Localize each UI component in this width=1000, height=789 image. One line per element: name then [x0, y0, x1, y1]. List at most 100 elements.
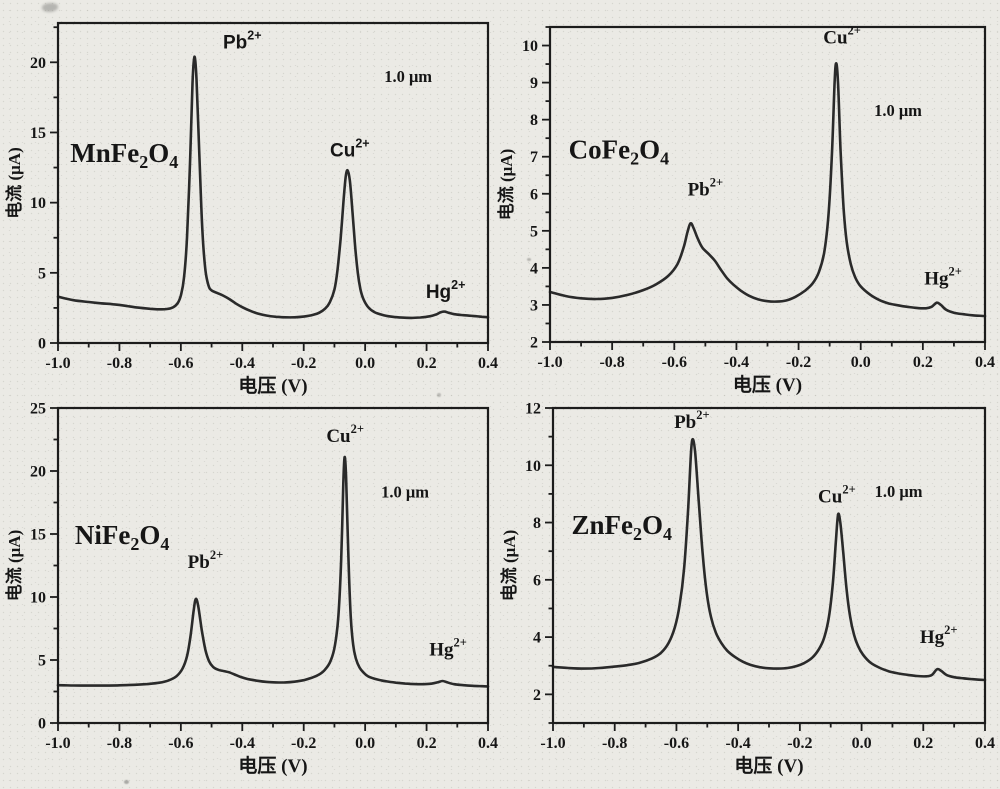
material-label-cofe2o4: CoFe2O4: [569, 135, 669, 169]
panel-nife2o4: -1.0 -0.8 -0.6 -0.4 -0.2 0.0 0.2 0.4 0 5 10 15 20 25 电…: [4, 401, 498, 778]
y-tick-label: 10: [525, 458, 541, 475]
y-tick-label: 10: [30, 590, 46, 607]
y-tick-label: 2: [533, 687, 541, 704]
x-tick-label: 0.0: [355, 355, 375, 372]
x-tick-label: -0.2: [786, 354, 811, 371]
y-tick-label: 4: [530, 260, 538, 277]
material-label-nife2o4: NiFe2O4: [75, 520, 169, 554]
size-annotation: 1.0 μm: [874, 101, 922, 120]
ion-label: Hg2+: [920, 623, 958, 648]
x-tick-label: -0.6: [664, 735, 689, 752]
x-tick-label: -0.2: [291, 355, 316, 372]
signal-curve-znfe2o4: [551, 437, 987, 682]
ion-label: Cu2+: [823, 24, 861, 49]
x-tick-label: -0.2: [291, 735, 316, 752]
y-tick-label: 6: [533, 572, 541, 589]
x-tick-label: -0.8: [602, 735, 627, 752]
material-label-mnfe2o4: MnFe2O4: [70, 138, 178, 172]
y-tick-label: 2: [530, 335, 538, 352]
y-tick-label: 12: [525, 401, 541, 418]
x-tick-label: -1.0: [540, 735, 565, 752]
x-tick-label: 0.4: [478, 355, 498, 372]
axis-ticks: [542, 26, 986, 350]
x-tick-label: -0.4: [725, 735, 750, 752]
x-tick-label: 0.2: [913, 735, 933, 752]
y-tick-label: 3: [530, 297, 538, 314]
x-tick-label: -0.8: [599, 354, 624, 371]
y-tick-label: 5: [38, 265, 46, 282]
x-tick-label: 0.2: [913, 354, 933, 371]
x-tick-label: 0.4: [975, 354, 995, 371]
y-tick-label: 6: [530, 186, 538, 203]
ion-label: Hg2+: [426, 278, 466, 303]
signal-curve-nife2o4: [56, 455, 490, 688]
ion-label: Pb2+: [688, 176, 724, 201]
x-tick-label: -0.8: [107, 355, 132, 372]
y-tick-label: 20: [30, 55, 46, 72]
y-tick-label: 10: [522, 38, 538, 55]
size-annotation: 1.0 μm: [875, 482, 923, 501]
y-tick-label: 10: [30, 195, 46, 212]
x-axis-label: 电压 (V): [238, 754, 307, 777]
x-tick-label: -0.4: [230, 355, 255, 372]
x-tick-label: 0.2: [417, 735, 437, 752]
x-tick-label: 0.0: [355, 735, 375, 752]
panel-cofe2o4: -1.0 -0.8 -0.6 -0.4 -0.2 0.0 0.2 0.4 2 3 4 5 6 7 8 9 10 电…: [496, 24, 995, 396]
x-tick-label: 0.0: [852, 735, 872, 752]
axes-frame: [56, 406, 490, 725]
size-annotation: 1.0 μm: [381, 482, 429, 501]
ion-label: Pb2+: [223, 28, 262, 53]
x-tick-label: 0.4: [478, 735, 498, 752]
y-tick-label: 0: [38, 336, 46, 353]
x-tick-label: -0.2: [787, 735, 812, 752]
ion-label: Cu2+: [818, 483, 856, 508]
axis-ticks: [50, 407, 489, 731]
x-tick-label: -0.6: [168, 735, 193, 752]
panel-znfe2o4: -1.0 -0.8 -0.6 -0.4 -0.2 0.0 0.2 0.4 2 4 6 8 10 12 电压 …: [499, 401, 995, 778]
x-tick-label: 0.0: [851, 354, 871, 371]
x-tick-label: -1.0: [45, 735, 70, 752]
y-tick-label: 20: [30, 464, 46, 481]
x-tick-label: -1.0: [537, 354, 562, 371]
x-tick-label: -0.4: [724, 354, 749, 371]
y-tick-label: 15: [30, 527, 46, 544]
axis-ticks: [50, 26, 489, 351]
x-axis-label: 电压 (V): [734, 754, 803, 777]
y-axis-label: 电流 (μA): [4, 147, 24, 219]
y-axis-label: 电流 (μA): [496, 149, 516, 221]
ion-label: Cu2+: [326, 422, 364, 447]
y-tick-label: 5: [530, 223, 538, 240]
y-tick-label: 7: [530, 149, 538, 166]
y-axis-label: 电流 (μA): [4, 530, 24, 602]
y-tick-label: 8: [530, 112, 538, 129]
x-tick-label: 0.2: [417, 355, 437, 372]
y-tick-label: 8: [533, 515, 541, 532]
y-axis-label: 电流 (μA): [499, 530, 519, 602]
material-label-znfe2o4: ZnFe2O4: [572, 510, 673, 544]
x-tick-label: -1.0: [45, 355, 70, 372]
y-tick-label: 15: [30, 125, 46, 142]
y-tick-label: 25: [30, 401, 46, 418]
y-tick-label: 9: [530, 75, 538, 92]
ion-label: Pb2+: [674, 408, 710, 433]
y-tick-label: 0: [38, 716, 46, 733]
axes-frame: [548, 25, 987, 344]
size-annotation: 1.0 μm: [384, 67, 432, 86]
ion-label: Cu2+: [330, 136, 370, 161]
ion-label: Pb2+: [188, 548, 224, 573]
signal-curve-cofe2o4: [548, 62, 987, 318]
panel-mnfe2o4: -1.0 -0.8 -0.6 -0.4 -0.2 0.0 0.2 0.4 0 5 10 15 20 电压 …: [4, 21, 498, 397]
x-tick-label: -0.8: [107, 735, 132, 752]
x-axis-label: 电压 (V): [238, 374, 307, 397]
x-tick-label: -0.6: [168, 355, 193, 372]
y-tick-label: 4: [533, 630, 541, 647]
x-tick-label: -0.6: [662, 354, 687, 371]
axis-ticks: [545, 407, 986, 731]
x-axis-label: 电压 (V): [733, 373, 802, 396]
signal-curve-mnfe2o4: [56, 55, 490, 320]
y-tick-label: 5: [38, 653, 46, 670]
ion-label: Hg2+: [924, 265, 962, 290]
ion-label: Hg2+: [429, 636, 467, 661]
x-tick-label: -0.4: [230, 735, 255, 752]
